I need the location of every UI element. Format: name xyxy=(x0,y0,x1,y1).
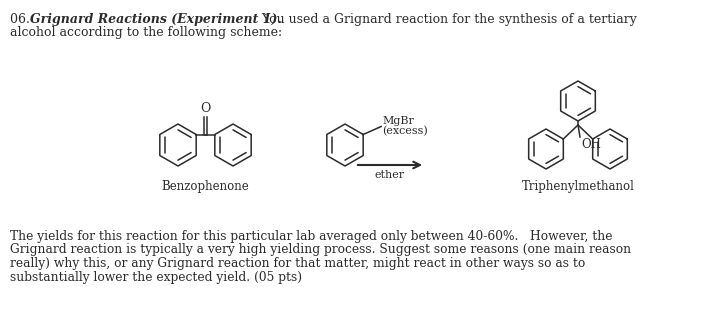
Text: OH: OH xyxy=(581,138,601,151)
Text: Grignard Reactions (Experiment 1).: Grignard Reactions (Experiment 1). xyxy=(30,13,282,26)
Text: Benzophenone: Benzophenone xyxy=(161,180,249,193)
Text: MgBr: MgBr xyxy=(382,116,414,126)
Text: alcohol according to the following scheme:: alcohol according to the following schem… xyxy=(10,26,282,39)
Text: 06.: 06. xyxy=(10,13,34,26)
Text: Grignard reaction is typically a very high yielding process. Suggest some reason: Grignard reaction is typically a very hi… xyxy=(10,244,631,257)
Text: (excess): (excess) xyxy=(382,126,428,137)
Text: substantially lower the expected yield. (05 pts): substantially lower the expected yield. … xyxy=(10,270,302,283)
Text: really) why this, or any Grignard reaction for that matter, might react in other: really) why this, or any Grignard reacti… xyxy=(10,257,585,270)
Text: The yields for this reaction for this particular lab averaged only between 40-60: The yields for this reaction for this pa… xyxy=(10,230,612,243)
Text: O: O xyxy=(200,102,211,115)
Text: You used a Grignard reaction for the synthesis of a tertiary: You used a Grignard reaction for the syn… xyxy=(258,13,637,26)
Text: Triphenylmethanol: Triphenylmethanol xyxy=(522,180,634,193)
Text: ether: ether xyxy=(375,170,405,180)
